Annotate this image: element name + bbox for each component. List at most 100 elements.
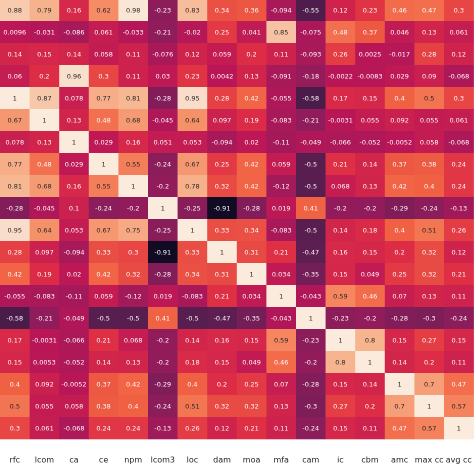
cell-label: 0.47 [422, 7, 436, 15]
heatmap-cell [414, 219, 445, 242]
cell-label: 0.81 [8, 183, 22, 191]
cell-label: 0.029 [65, 161, 84, 169]
heatmap-cell [118, 417, 149, 440]
heatmap-cell [266, 285, 297, 308]
x-tick-label: ca [69, 456, 78, 465]
cell-label: -0.47 [214, 315, 231, 323]
heatmap-cell [384, 153, 415, 176]
heatmap-cell [355, 241, 386, 264]
cell-label: 0.12 [452, 249, 466, 257]
cell-label: -0.28 [6, 205, 23, 213]
heatmap-cell [29, 109, 60, 132]
cell-label: 0.4 [394, 227, 404, 235]
cell-label: 0.11 [126, 73, 140, 81]
cell-label: 0.34 [185, 271, 199, 279]
heatmap-cell [444, 65, 474, 88]
heatmap-cell [325, 65, 356, 88]
cell-label: -0.091 [271, 73, 292, 81]
heatmap-cell [148, 329, 178, 352]
heatmap-cell [29, 285, 60, 308]
heatmap-cell [325, 241, 356, 264]
heatmap-cell [118, 329, 149, 352]
heatmap-cell [325, 329, 356, 352]
cell-label: 0.15 [333, 381, 347, 389]
heatmap-cell [29, 43, 60, 66]
heatmap-cell [384, 307, 415, 330]
heatmap-cell [236, 241, 267, 264]
heatmap-cell [177, 0, 208, 22]
heatmap-cell [148, 219, 178, 242]
cell-label: 0.21 [274, 249, 288, 257]
cell-label: 0.21 [244, 425, 258, 433]
cell-label: 0.07 [392, 293, 406, 301]
heatmap-cell [384, 131, 415, 154]
cell-label: 0.5 [10, 403, 20, 411]
heatmap-cell [266, 197, 297, 220]
cell-label: -0.2 [156, 183, 169, 191]
cell-label: 1 [279, 293, 283, 301]
heatmap-cell [414, 417, 445, 440]
cell-label: -0.068 [448, 73, 469, 81]
cell-label: 1 [250, 271, 254, 279]
cell-label: 0.26 [185, 425, 199, 433]
heatmap-cell [207, 373, 238, 396]
heatmap-cell [207, 263, 238, 286]
heatmap-cell [59, 351, 90, 374]
heatmap-cell [177, 329, 208, 352]
heatmap-cell [444, 0, 474, 22]
cell-label: -0.0031 [328, 117, 353, 125]
cell-label: 0.092 [35, 381, 54, 389]
cell-label: -0.35 [243, 315, 260, 323]
cell-label: -0.0083 [357, 73, 382, 81]
heatmap-cell [414, 373, 445, 396]
cell-label: -0.29 [391, 205, 408, 213]
heatmap-cell [296, 197, 326, 220]
cell-label: 0.14 [363, 161, 377, 169]
cell-label: 1 [42, 117, 46, 125]
cell-label: 0.3 [454, 7, 464, 15]
cell-label: 0.13 [67, 117, 81, 125]
heatmap-cell [325, 373, 356, 396]
heatmap-cell [444, 219, 474, 242]
heatmap-cell [207, 417, 238, 440]
heatmap-cell [266, 373, 297, 396]
cell-label: 0.3 [454, 95, 464, 103]
heatmap-cell [177, 307, 208, 330]
cell-label: -0.076 [152, 51, 173, 59]
cell-label: 0.46 [363, 293, 377, 301]
cell-label: 0.37 [392, 161, 406, 169]
cell-label: 0.3 [128, 249, 138, 257]
cell-label: 0.053 [183, 139, 202, 147]
cell-label: 0.19 [244, 117, 258, 125]
heatmap-cell [118, 263, 149, 286]
heatmap-cell [88, 417, 119, 440]
cell-label: 0.15 [244, 337, 258, 345]
cell-label: 0.092 [390, 117, 409, 125]
heatmap-cell [177, 241, 208, 264]
cell-label: 0.21 [96, 337, 110, 345]
heatmap-cell [444, 109, 474, 132]
cell-label: 0.07 [274, 381, 288, 389]
heatmap-cell [236, 285, 267, 308]
cell-label: 0.4 [128, 403, 138, 411]
cell-label: -0.13 [450, 205, 467, 213]
heatmap-cell [0, 43, 30, 66]
heatmap-cell [148, 307, 178, 330]
cell-label: -0.24 [154, 161, 171, 169]
cell-label: -0.049 [64, 315, 85, 323]
cell-label: 0.058 [420, 139, 439, 147]
cell-label: -0.017 [389, 51, 410, 59]
x-tick-label: cbm [361, 456, 378, 465]
x-tick-label: max cc [415, 456, 444, 465]
heatmap-cell [29, 87, 60, 110]
heatmap-cell [29, 373, 60, 396]
cell-label: -0.031 [34, 29, 55, 37]
heatmap-cell [118, 87, 149, 110]
heatmap-cell [118, 241, 149, 264]
cell-label: 0.4 [394, 95, 404, 103]
cell-label: 0.019 [153, 293, 172, 301]
cell-label: 0.48 [96, 117, 110, 125]
cell-label: -0.28 [154, 95, 171, 103]
cell-label: 0.18 [363, 227, 377, 235]
heatmap-cell [296, 417, 326, 440]
